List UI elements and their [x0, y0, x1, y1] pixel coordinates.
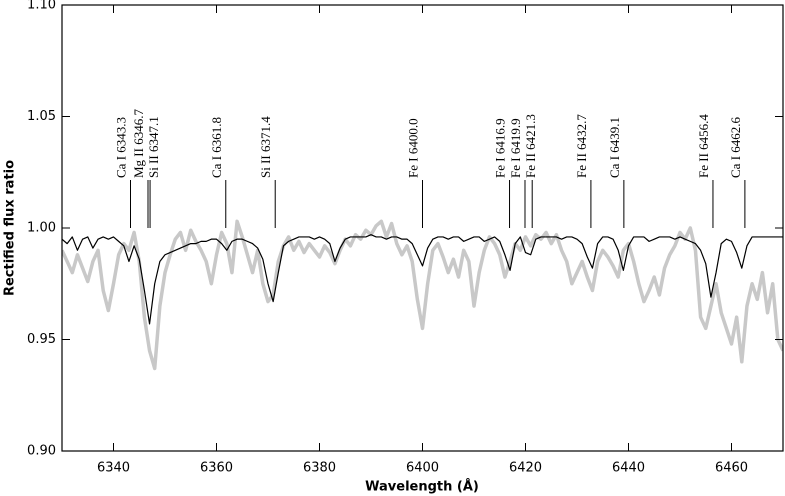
line-label: Ca I 6462.6 — [728, 116, 743, 178]
y-tick-label: 0.95 — [27, 332, 56, 347]
plot-area — [62, 219, 783, 371]
line-label: Ca I 6343.3 — [113, 117, 128, 178]
y-tick-label: 1.00 — [27, 221, 56, 236]
line-label: Fe I 6419.9 — [508, 118, 523, 178]
x-tick-label: 6460 — [715, 461, 748, 476]
line-label: Si II 6347.1 — [146, 116, 161, 178]
y-tick-label: 1.10 — [27, 0, 56, 13]
x-tick-label: 6440 — [612, 461, 645, 476]
line-label: Fe I 6416.9 — [493, 118, 508, 178]
y-axis-label: Rectified flux ratio — [3, 160, 18, 296]
line-label: Si II 6371.4 — [258, 116, 273, 178]
x-tick-label: 6400 — [406, 461, 439, 476]
line-label: Fe II 6421.3 — [523, 114, 538, 178]
x-tick-label: 6420 — [509, 461, 542, 476]
x-tick-label: 6380 — [303, 461, 336, 476]
line-label: Ca I 6361.8 — [209, 117, 224, 178]
line-label: Mg II 6346.7 — [131, 109, 146, 178]
x-tick-label: 6360 — [200, 461, 233, 476]
x-tick-label: 6340 — [97, 461, 130, 476]
spectrum-line — [62, 234, 783, 325]
x-axis-label: Wavelength (Å) — [365, 479, 479, 495]
line-label: Fe II 6432.7 — [574, 114, 589, 178]
line-label: Ca I 6439.1 — [607, 117, 622, 178]
y-tick-label: 0.90 — [27, 444, 56, 459]
line-label: Fe I 6400.0 — [405, 118, 420, 178]
line-label: Fe II 6456.4 — [696, 114, 711, 178]
spectrum-line — [62, 219, 783, 371]
y-tick-label: 1.05 — [27, 109, 56, 124]
